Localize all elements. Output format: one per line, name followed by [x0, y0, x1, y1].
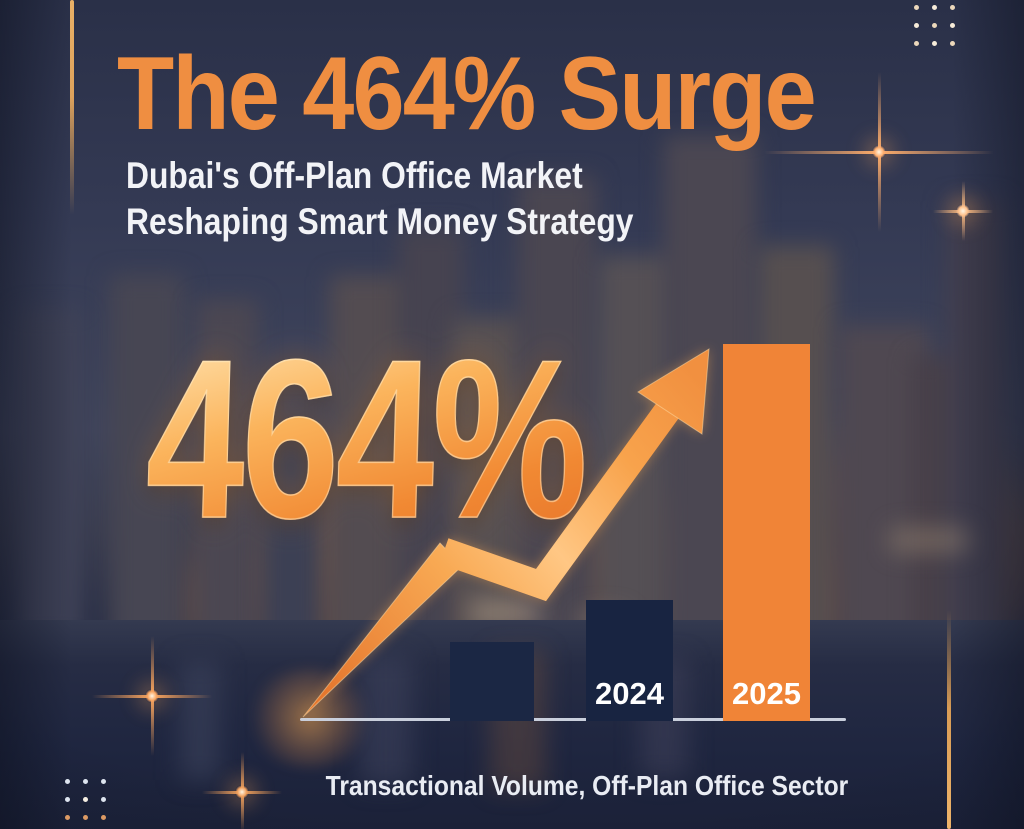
chart-caption-text: Transactional Volume, Off-Plan Office Se…	[325, 770, 849, 801]
chart-caption: Transactional Volume, Off-Plan Office Se…	[262, 770, 912, 802]
bar-label-2024: 2024	[595, 676, 664, 711]
bar-label-2025: 2025	[732, 676, 801, 711]
